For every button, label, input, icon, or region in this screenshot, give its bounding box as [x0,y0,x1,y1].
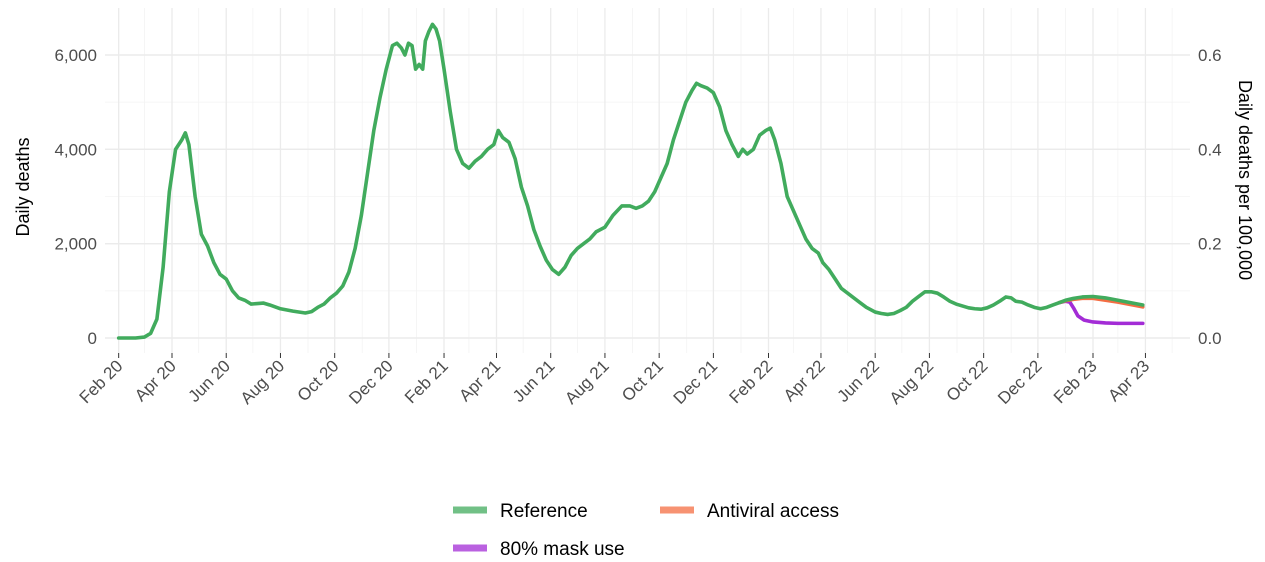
y-tick-label-right: 0.2 [1198,235,1222,254]
x-tick-label: Oct 21 [618,356,667,405]
y-tick-label-left: 4,000 [54,140,97,159]
legend-label: Antiviral access [707,501,839,522]
x-tick-label: Feb 22 [725,356,776,407]
y-axis-title-right: Daily deaths per 100,000 [1235,80,1255,280]
x-axis: Feb 20 Apr 20 Jun 20 Aug 20 Oct 20 Dec 20 Feb … [76,353,1153,408]
y-tick-label-right: 0.0 [1198,329,1222,348]
y-tick-label-right: 0.4 [1198,140,1222,159]
y-tick-label-left: 2,000 [54,235,97,254]
x-tick-label: Jun 20 [185,356,235,406]
legend-label: 80% mask use [500,539,625,560]
y-tick-label-right: 0.6 [1198,46,1222,65]
x-tick-label: Apr 22 [780,356,829,405]
legend: Reference Antiviral access 80% mask use [453,501,839,560]
y-axis-left: 0 2,000 4,000 6,000 [54,46,97,348]
y-tick-label-left: 6,000 [54,46,97,65]
x-tick-label: Jun 21 [509,356,559,406]
y-axis-right: 0.0 0.2 0.4 0.6 [1198,46,1222,348]
x-tick-label: Dec 20 [345,356,397,408]
x-tick-label: Oct 22 [943,356,992,405]
minor-gridlines [105,8,1190,353]
x-tick-label: Dec 22 [994,356,1046,408]
series-line-reference [116,22,1145,340]
x-tick-label: Apr 20 [131,356,180,405]
x-tick-label: Feb 20 [76,356,127,407]
x-tick-label: Apr 23 [1104,356,1153,405]
x-tick-label: Aug 20 [237,356,289,408]
major-gridlines [105,8,1190,353]
series-lines [116,22,1145,340]
x-tick-label: Aug 21 [561,356,613,408]
y-tick-label-left: 0 [88,329,97,348]
x-tick-label: Oct 20 [294,356,343,405]
x-tick-label: Dec 21 [670,356,722,408]
y-axis-title-left: Daily deaths [13,137,33,236]
x-tick-label: Feb 21 [401,356,452,407]
legend-label: Reference [500,501,588,522]
x-tick-label: Aug 22 [886,356,938,408]
x-tick-label: Feb 23 [1050,356,1101,407]
x-tick-label: Apr 21 [455,356,504,405]
x-tick-label: Jun 22 [833,356,883,406]
